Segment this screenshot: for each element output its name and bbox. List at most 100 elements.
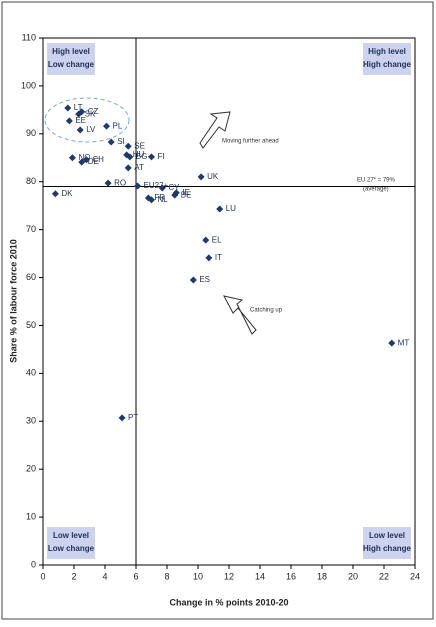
y-tick-label: 100	[21, 80, 36, 90]
point-label: CZ	[88, 107, 99, 116]
annotation: Moving further ahead	[222, 139, 279, 145]
quadrant-box	[363, 527, 411, 559]
point-label: NL	[158, 195, 169, 204]
y-tick-label: 10	[26, 511, 36, 521]
y-tick-label: 80	[26, 176, 36, 186]
point-label: IE	[182, 188, 190, 197]
point	[118, 414, 126, 422]
y-axis-title: Share % of labour force 2010	[8, 239, 18, 363]
point-label: FI	[158, 152, 165, 161]
point-label: HU	[133, 150, 145, 159]
quadrant-label: Low level	[369, 531, 405, 540]
point	[134, 182, 142, 190]
point	[75, 110, 83, 118]
arrow-catching	[223, 295, 257, 335]
x-tick-label: 24	[410, 571, 420, 581]
point-label: BE	[181, 190, 192, 199]
point-label: LU	[226, 204, 236, 213]
point-label: LT	[74, 103, 83, 112]
y-tick-label: 50	[26, 320, 36, 330]
point-label: LV	[86, 125, 96, 134]
y-tick-label: 70	[26, 224, 36, 234]
point-label: PT	[128, 413, 138, 422]
quadrant-box	[47, 43, 95, 75]
point	[202, 236, 210, 244]
point	[158, 184, 166, 192]
point	[144, 194, 152, 202]
point-label: IT	[215, 253, 222, 262]
y-tick-label: 40	[26, 368, 36, 378]
point-label: EL	[212, 235, 222, 244]
point-label: SE	[134, 141, 145, 150]
point-label: EU27+	[144, 181, 169, 190]
x-tick-label: 10	[193, 571, 203, 581]
point	[82, 156, 90, 164]
point-label: PL	[113, 121, 123, 130]
point	[216, 205, 224, 213]
arrow-ahead	[199, 111, 231, 149]
point	[197, 173, 205, 181]
y-tick-label: 110	[22, 32, 36, 42]
annotation: Catching up	[250, 308, 283, 314]
point-label: SI	[117, 137, 125, 146]
quadrant-label: Low change	[48, 60, 95, 69]
point-label: UK	[207, 172, 219, 181]
x-tick-label: 2	[71, 571, 76, 581]
y-tick-label: 20	[26, 464, 36, 474]
point	[124, 142, 132, 150]
point	[76, 126, 84, 134]
point	[205, 254, 213, 262]
point	[126, 153, 134, 161]
x-tick-label: 16	[286, 571, 296, 581]
x-tick-label: 20	[348, 571, 358, 581]
quadrant-label: Low change	[48, 544, 95, 553]
annotation: EU 27* = 79%	[357, 178, 396, 184]
point	[103, 122, 111, 130]
x-tick-label: 18	[317, 571, 327, 581]
x-tick-label: 14	[255, 571, 265, 581]
point-label: DE	[88, 157, 99, 166]
x-tick-label: 12	[224, 571, 234, 581]
point-label: EE	[75, 116, 86, 125]
point-label: CY	[168, 183, 180, 192]
x-axis-title: Change in % points 2010-20	[169, 597, 288, 607]
point	[78, 158, 86, 166]
point-label: RO	[114, 178, 126, 187]
point	[148, 153, 155, 161]
point	[189, 276, 197, 284]
point-label: DK	[61, 189, 73, 198]
quadrant-label: Low level	[53, 531, 89, 540]
point-label: MT	[398, 338, 410, 347]
point	[171, 191, 179, 199]
quadrant-label: High level	[52, 47, 90, 56]
point	[124, 164, 132, 172]
annotation: (average)	[363, 187, 389, 193]
point-label: AT	[134, 163, 144, 172]
x-tick-label: 0	[40, 571, 45, 581]
x-tick-label: 8	[164, 571, 169, 581]
point	[51, 190, 59, 198]
x-tick-label: 22	[379, 571, 389, 581]
point	[64, 104, 72, 112]
x-tick-label: 4	[102, 571, 107, 581]
point-label: NO	[78, 153, 90, 162]
quadrant-label: High change	[363, 60, 412, 69]
y-tick-label: 60	[26, 272, 36, 282]
point-label: CH	[92, 155, 104, 164]
x-tick-label: 6	[133, 571, 138, 581]
point-label: SK	[85, 109, 96, 118]
quadrant-label: High level	[368, 47, 406, 56]
y-tick-label: 0	[31, 559, 36, 569]
y-tick-label: 30	[26, 416, 36, 426]
point-label: ES	[199, 275, 210, 284]
point-label: FR	[154, 193, 165, 202]
y-tick-label: 90	[26, 128, 36, 138]
point-label: BG	[136, 152, 148, 161]
point	[65, 117, 73, 125]
quadrant-label: High change	[363, 544, 412, 553]
point	[104, 179, 112, 187]
point	[107, 138, 115, 146]
point	[68, 154, 76, 162]
